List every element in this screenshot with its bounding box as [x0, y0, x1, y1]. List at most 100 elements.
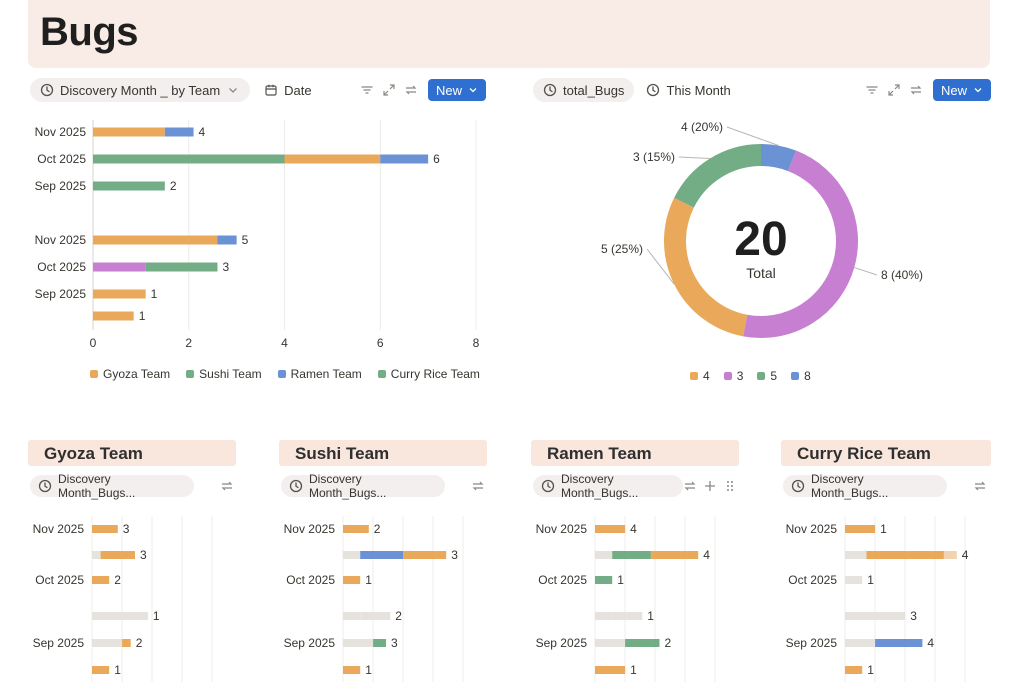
- page-title: Bugs: [40, 10, 139, 54]
- filter-icon[interactable]: [865, 83, 879, 97]
- add-icon[interactable]: [703, 479, 717, 493]
- bar-segment[interactable]: [360, 551, 404, 559]
- bar-segment[interactable]: [100, 551, 135, 559]
- team-view-selector[interactable]: Discovery Month_Bugs...: [783, 472, 947, 500]
- bar-total-label: 1: [880, 522, 887, 536]
- bar-segment[interactable]: [943, 551, 957, 559]
- expand-icon[interactable]: [887, 83, 901, 97]
- bar-segment[interactable]: [360, 612, 391, 620]
- legend-item[interactable]: 3: [723, 369, 743, 383]
- bar-segment[interactable]: [93, 154, 285, 164]
- bar-segment[interactable]: [284, 154, 381, 164]
- team-title: Sushi Team: [279, 440, 487, 466]
- bar-segment[interactable]: [875, 639, 923, 647]
- legend-item[interactable]: Sushi Team: [186, 367, 262, 381]
- legend-swatch: [757, 372, 766, 380]
- period-filter[interactable]: This Month: [646, 83, 731, 98]
- drag-handle-icon[interactable]: [723, 479, 737, 493]
- bar-segment[interactable]: [92, 576, 110, 584]
- swap-icon[interactable]: [909, 83, 923, 97]
- bar-segment[interactable]: [595, 551, 613, 559]
- bar-segment[interactable]: [145, 262, 218, 272]
- bar-segment[interactable]: [343, 639, 374, 647]
- bar-segment[interactable]: [343, 576, 361, 584]
- bar-segment[interactable]: [845, 612, 863, 620]
- bar-segment[interactable]: [595, 612, 613, 620]
- legend-label: Ramen Team: [290, 367, 362, 381]
- legend-item[interactable]: Gyoza Team: [90, 367, 170, 381]
- view-selector[interactable]: Discovery Month _ by Team: [30, 78, 251, 102]
- swap-icon[interactable]: [220, 479, 234, 493]
- legend-item[interactable]: Curry Rice Team: [377, 367, 480, 381]
- bar-segment[interactable]: [845, 576, 863, 584]
- legend-item[interactable]: 4: [690, 369, 710, 383]
- bar-segment[interactable]: [373, 639, 386, 647]
- bar-total-label: 1: [139, 309, 146, 323]
- bar-total-label: 2: [170, 179, 177, 193]
- bar-segment[interactable]: [866, 551, 944, 559]
- y-category-label: Nov 2025: [786, 522, 838, 536]
- new-button[interactable]: New: [932, 79, 991, 101]
- swap-icon[interactable]: [404, 83, 418, 97]
- total-bugs-selector[interactable]: total_Bugs: [533, 78, 635, 102]
- legend-item[interactable]: 8: [791, 369, 811, 383]
- bar-segment[interactable]: [343, 525, 369, 533]
- bar-segment[interactable]: [93, 262, 146, 272]
- bar-segment[interactable]: [93, 311, 134, 321]
- team-view-selector[interactable]: Discovery Month_Bugs...: [533, 472, 683, 500]
- bar-segment[interactable]: [650, 551, 699, 559]
- bar-segment[interactable]: [343, 551, 361, 559]
- bar-segment[interactable]: [164, 127, 194, 137]
- legend-item[interactable]: Ramen Team: [277, 367, 362, 381]
- team-view-selector[interactable]: Discovery Month_Bugs...: [281, 472, 445, 500]
- bar-segment[interactable]: [343, 666, 361, 674]
- bar-segment[interactable]: [93, 127, 165, 137]
- bar-segment[interactable]: [93, 181, 165, 191]
- bar-segment[interactable]: [595, 576, 613, 584]
- bar-segment[interactable]: [595, 666, 626, 674]
- bar-segment[interactable]: [122, 639, 131, 647]
- legend-label: Sushi Team: [199, 367, 262, 381]
- swap-icon[interactable]: [471, 479, 485, 493]
- date-property[interactable]: Date: [264, 83, 312, 98]
- bar-segment[interactable]: [845, 525, 876, 533]
- view-selector-label: Discovery Month _ by Team: [60, 82, 221, 98]
- y-category-label: Oct 2025: [37, 260, 86, 274]
- bar-segment[interactable]: [92, 525, 118, 533]
- bar-segment[interactable]: [612, 612, 643, 620]
- y-category-label: Sep 2025: [536, 636, 588, 650]
- bar-segment[interactable]: [845, 551, 867, 559]
- bar-segment[interactable]: [595, 639, 626, 647]
- bar-segment[interactable]: [845, 639, 876, 647]
- expand-icon[interactable]: [382, 83, 396, 97]
- bar-segment[interactable]: [862, 612, 906, 620]
- bar-segment[interactable]: [612, 551, 651, 559]
- y-category-label: Nov 2025: [35, 233, 87, 247]
- team-view-label: Discovery Month_Bugs...: [561, 472, 639, 500]
- bar-segment[interactable]: [380, 154, 429, 164]
- donut-slice[interactable]: [760, 144, 797, 172]
- filter-icon[interactable]: [360, 83, 374, 97]
- bar-segment[interactable]: [595, 525, 626, 533]
- bar-segment[interactable]: [92, 666, 110, 674]
- team-toolbar: Discovery Month_Bugs...: [783, 472, 987, 500]
- bar-segment[interactable]: [343, 612, 361, 620]
- team-view-selector[interactable]: Discovery Month_Bugs...: [30, 472, 194, 500]
- donut-slice[interactable]: [664, 197, 748, 337]
- donut-slice[interactable]: [674, 144, 762, 208]
- bar-segment[interactable]: [92, 639, 123, 647]
- bar-segment[interactable]: [217, 235, 237, 245]
- swap-icon[interactable]: [683, 479, 697, 493]
- bar-segment[interactable]: [92, 551, 101, 559]
- bar-segment[interactable]: [92, 612, 148, 620]
- swap-icon[interactable]: [973, 479, 987, 493]
- new-button[interactable]: New: [427, 79, 486, 101]
- legend-item[interactable]: 5: [757, 369, 777, 383]
- bar-segment[interactable]: [403, 551, 447, 559]
- bar-segment[interactable]: [845, 666, 863, 674]
- bar-segment[interactable]: [93, 235, 218, 245]
- bar-segment[interactable]: [625, 639, 660, 647]
- bar-total-label: 1: [867, 573, 874, 587]
- bar-segment[interactable]: [93, 289, 146, 299]
- donut-slice[interactable]: [743, 150, 858, 338]
